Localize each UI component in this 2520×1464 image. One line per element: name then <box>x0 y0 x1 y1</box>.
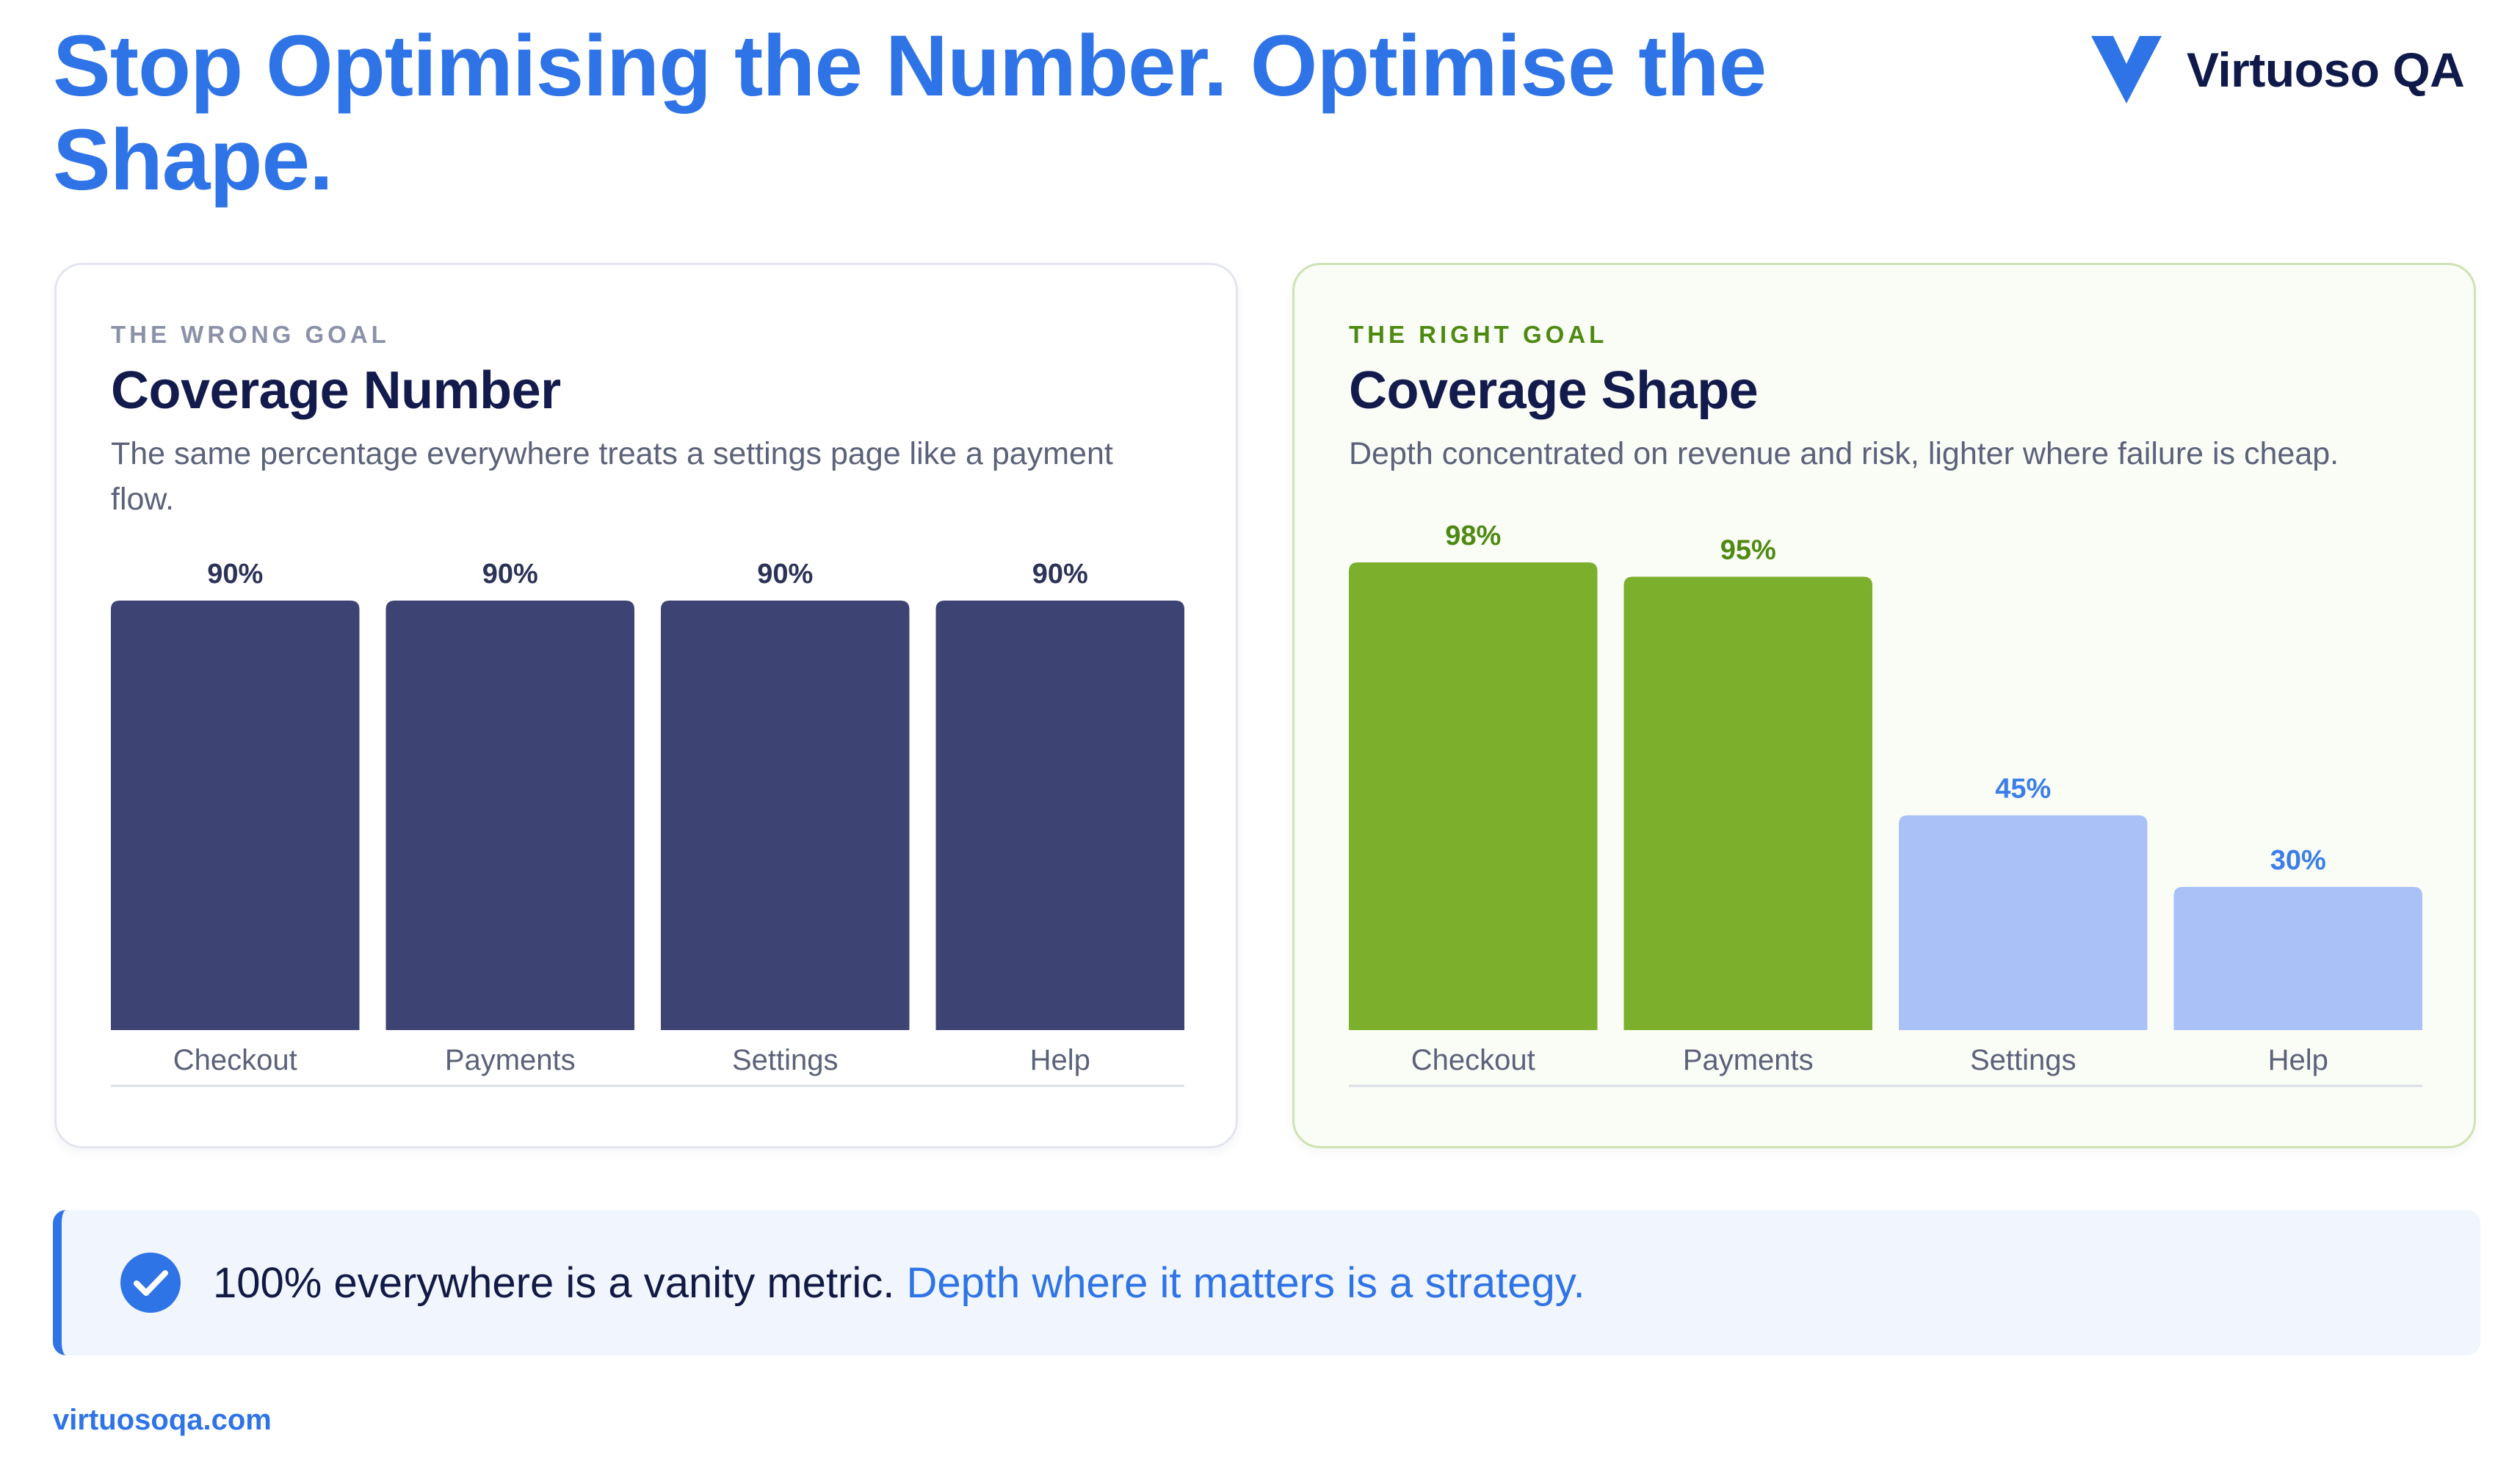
category-label: Payments <box>445 1044 576 1076</box>
card-description: Depth concentrated on revenue and risk, … <box>1349 436 2339 471</box>
bar-checkout <box>1349 562 1598 1030</box>
check-circle-icon <box>120 1253 181 1313</box>
v-logo-icon <box>2091 36 2162 104</box>
page-title: Stop Optimising the Number. Optimise the… <box>53 18 1767 209</box>
coverage-shape-chart: 98% Checkout 95% Payments 45% Settings 30% Help <box>1349 521 2422 1087</box>
coverage-shape-card: THE RIGHT GOAL Coverage Shape Depth conc… <box>1292 263 2476 1148</box>
category-label: Help <box>1030 1044 1090 1076</box>
card-title: Coverage Shape <box>1349 361 1759 420</box>
footer-link[interactable]: virtuosoqa.com <box>53 1404 272 1436</box>
bar-checkout <box>111 601 360 1030</box>
bar-value-label: 90% <box>757 559 813 590</box>
category-label: Help <box>2268 1044 2328 1076</box>
brand-logo[interactable]: Virtuoso QA <box>2091 36 2465 104</box>
callout-main-text: 100% everywhere is a vanity metric. <box>213 1258 895 1307</box>
brand-name: Virtuoso QA <box>2187 43 2465 97</box>
coverage-number-chart: 90% Checkout 90% Payments 90% Settings 90% Help <box>111 559 1184 1087</box>
card-description: The same percentage everywhere treats a … <box>111 436 1113 517</box>
card-title: Coverage Number <box>111 361 561 420</box>
category-label: Settings <box>732 1044 839 1076</box>
bar-settings <box>1899 815 2148 1030</box>
bar-payments <box>1623 576 1872 1030</box>
category-label: Checkout <box>1411 1044 1535 1076</box>
bar-help <box>2173 887 2422 1030</box>
category-label: Checkout <box>173 1044 297 1076</box>
bar-value-label: 30% <box>2270 845 2326 876</box>
bar-value-label: 45% <box>1995 774 2051 805</box>
card-eyebrow: THE WRONG GOAL <box>111 321 390 348</box>
bar-settings <box>661 601 910 1030</box>
bar-value-label: 90% <box>207 559 263 590</box>
category-label: Payments <box>1683 1044 1814 1076</box>
bar-value-label: 98% <box>1445 521 1501 551</box>
bar-help <box>935 601 1184 1030</box>
callout-accent-text: Depth where it matters is a strategy. <box>906 1258 1585 1307</box>
card-eyebrow: THE RIGHT GOAL <box>1349 321 1608 348</box>
bar-value-label: 90% <box>1032 559 1088 590</box>
callout-text: 100% everywhere is a vanity metric. Dept… <box>213 1258 1585 1308</box>
coverage-number-card: THE WRONG GOAL Coverage Number The same … <box>54 263 1238 1148</box>
category-label: Settings <box>1970 1044 2077 1076</box>
key-takeaway-callout: 100% everywhere is a vanity metric. Dept… <box>53 1210 2480 1355</box>
bar-value-label: 95% <box>1720 535 1776 566</box>
bar-value-label: 90% <box>482 559 538 590</box>
bar-payments <box>385 601 634 1030</box>
